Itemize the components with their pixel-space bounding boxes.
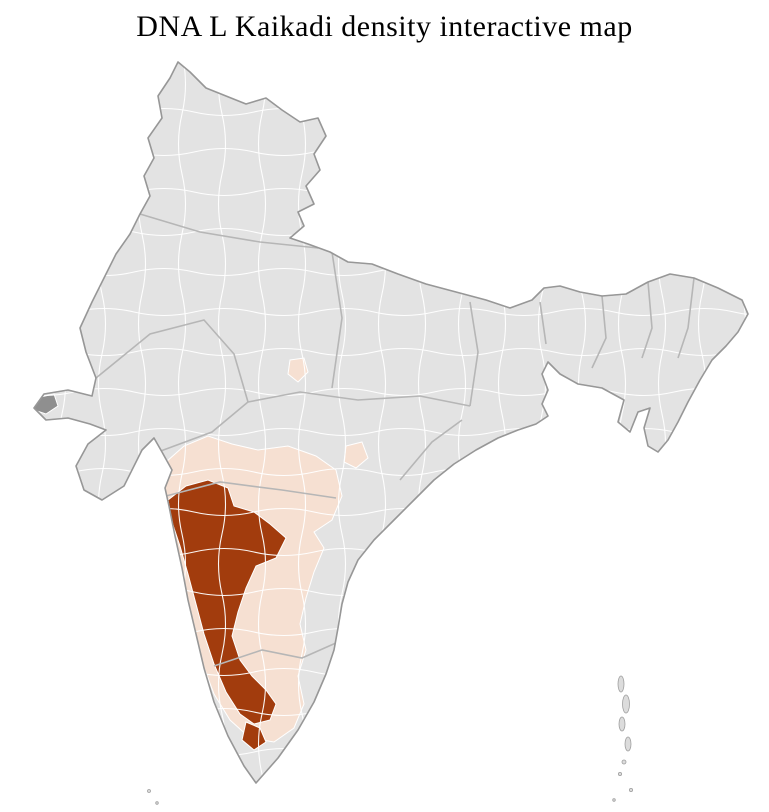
andaman-island <box>622 694 630 714</box>
india-outline <box>33 61 749 784</box>
state-boundaries <box>95 213 695 667</box>
island-chains <box>147 675 634 805</box>
map-title: DNA L Kaikadi density interactive map <box>136 10 633 43</box>
low-density-district-east-coast[interactable] <box>417 489 445 517</box>
nicobar-island <box>618 772 623 777</box>
masked-district-east[interactable] <box>487 443 527 479</box>
andaman-island <box>624 736 632 752</box>
nicobar-island <box>612 798 616 802</box>
high-density-district-south[interactable] <box>241 721 267 751</box>
lakshadweep-island <box>155 801 159 805</box>
low-density-district-north[interactable] <box>287 357 309 383</box>
lakshadweep-island <box>147 789 151 793</box>
andaman-island <box>618 716 626 732</box>
nicobar-island <box>621 759 627 765</box>
nicobar-island <box>629 788 634 793</box>
high-density-region[interactable] <box>167 479 287 725</box>
india-landmass <box>33 61 749 784</box>
andaman-island <box>617 675 625 693</box>
